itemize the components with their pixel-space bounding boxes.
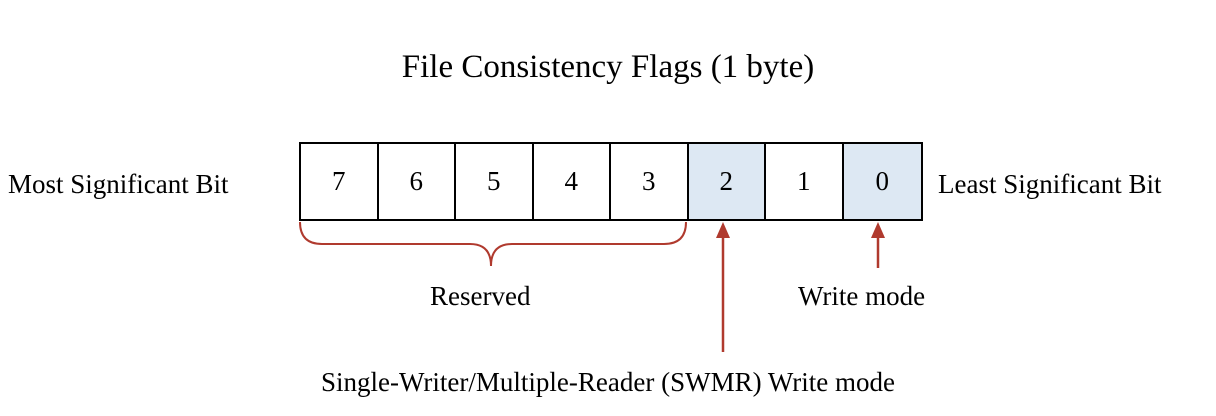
write-mode-label: Write mode <box>798 281 926 311</box>
bit-cell-5: 5 <box>456 144 534 219</box>
swmr-label: Single-Writer/Multiple-Reader (SWMR) Wri… <box>321 367 895 397</box>
swmr-arrowhead <box>716 222 730 238</box>
reserved-label: Reserved <box>430 281 531 311</box>
diagram-title: File Consistency Flags (1 byte) <box>401 49 815 85</box>
least-significant-bit-label: Least Significant Bit <box>938 169 1162 199</box>
bit-cell-2: 2 <box>688 144 766 219</box>
bit-cell-0: 0 <box>843 144 921 219</box>
bit-cell-3: 3 <box>611 144 689 219</box>
bit-cell-1: 1 <box>766 144 844 219</box>
reserved-brace <box>299 221 687 267</box>
bit-cell-6: 6 <box>378 144 456 219</box>
bit-cell-4: 4 <box>533 144 611 219</box>
most-significant-bit-label: Most Significant Bit <box>8 169 229 199</box>
write-mode-arrowhead <box>871 222 885 238</box>
bit-field-row: 7 6 5 4 3 2 1 0 <box>299 142 923 221</box>
bit-cell-7: 7 <box>301 144 379 219</box>
